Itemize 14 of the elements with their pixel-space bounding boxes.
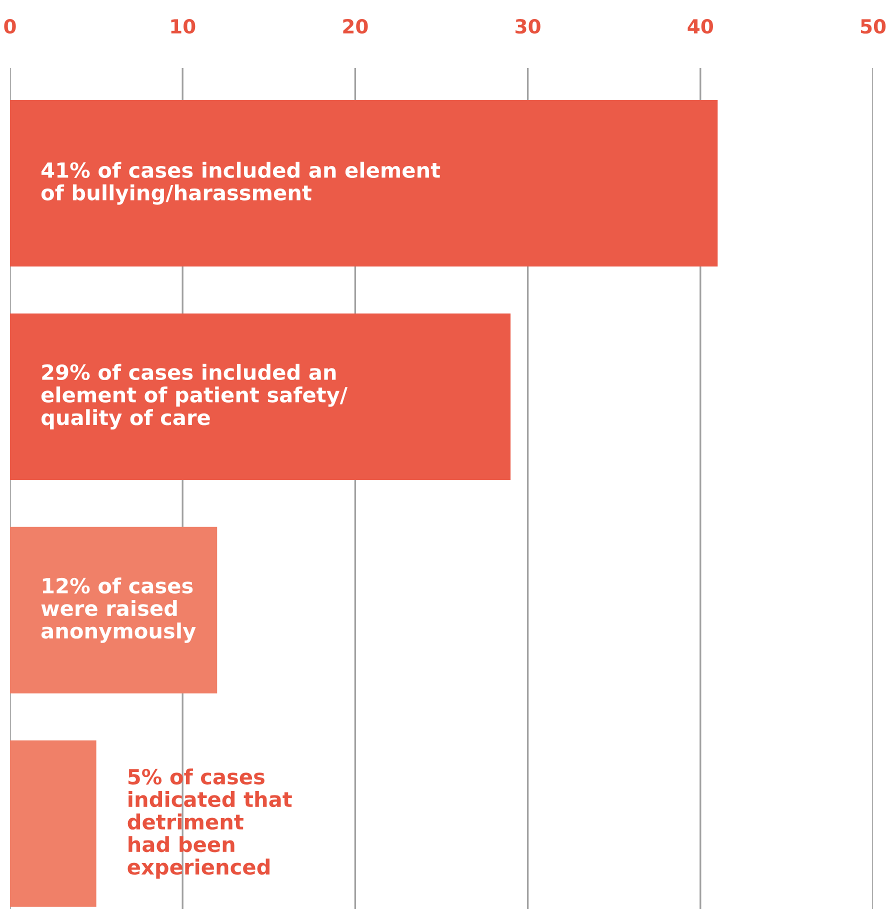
- bar: [10, 526, 218, 694]
- bar: [10, 313, 511, 480]
- x-tick-label: 50: [860, 18, 886, 34]
- bar: [10, 740, 96, 907]
- y-tick-label: 12% of cases were raised anonymously: [41, 577, 196, 643]
- x-tick-label: 0: [4, 18, 16, 34]
- y-tick-label: 29% of cases included an element of patient safety/ quality of care: [41, 364, 348, 430]
- y-tick-label: 41% of cases included an element of bullying/harassment: [41, 162, 440, 205]
- x-tick-label: 30: [516, 18, 540, 34]
- y-tick-label: 5% of cases indicated that detriment had been experienced: [128, 768, 292, 879]
- x-tick-label: 20: [343, 18, 368, 34]
- bar: [10, 100, 718, 267]
- x-tick-label: 10: [171, 18, 196, 34]
- x-tick-label: 40: [688, 18, 713, 34]
